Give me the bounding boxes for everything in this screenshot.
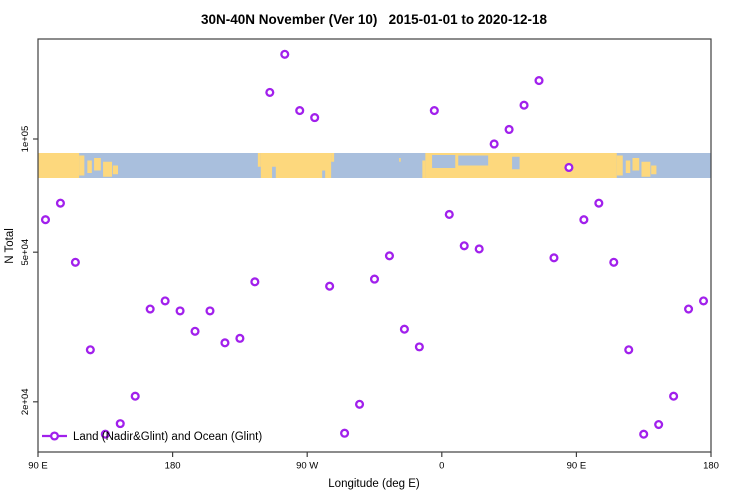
- data-point: [175, 306, 185, 316]
- data-point: [698, 296, 709, 306]
- data-point: [280, 49, 290, 59]
- x-tick-label: 90 E: [567, 460, 587, 471]
- sea-patch: [322, 170, 326, 178]
- x-axis-label: Longitude (deg E): [328, 478, 420, 490]
- data-point: [474, 244, 484, 254]
- land-patch: [103, 161, 113, 177]
- data-point: [55, 198, 65, 208]
- data-point: [100, 429, 110, 439]
- data-point: [684, 304, 694, 314]
- land-patch: [257, 153, 261, 167]
- sea-patch: [512, 156, 520, 170]
- data-point: [444, 209, 454, 219]
- data-point: [639, 429, 649, 439]
- x-tick-label: 180: [165, 460, 181, 471]
- data-point: [295, 106, 305, 116]
- data-point: [265, 87, 275, 97]
- y-tick-label: 2e+04: [20, 388, 31, 415]
- data-point: [549, 253, 559, 263]
- land-patch: [331, 153, 335, 162]
- y-tick-label: 5e+04: [20, 239, 31, 266]
- data-point: [669, 391, 679, 401]
- data-point: [190, 326, 200, 336]
- chart-title: 30N-40N November (Ver 10) 2015-01-01 to …: [201, 12, 547, 27]
- data-point: [205, 306, 215, 316]
- data-point: [145, 304, 155, 314]
- world-map-band: [38, 153, 711, 178]
- data-point: [354, 399, 365, 409]
- sea-patch: [272, 166, 276, 178]
- data-point: [429, 106, 439, 116]
- sea-patch: [458, 155, 489, 166]
- land-patch: [94, 158, 101, 171]
- data-point: [70, 257, 80, 267]
- sea-patch: [432, 155, 456, 168]
- y-tick-label: 1e+05: [20, 126, 31, 153]
- land-patch: [399, 158, 401, 162]
- y-axis-label: N Total: [4, 228, 16, 264]
- legend-marker-circle: [49, 431, 60, 441]
- legend-label: Land (Nadir&Glint) and Ocean (Glint): [73, 431, 262, 443]
- x-tick-label: 90 W: [296, 460, 318, 471]
- data-point: [220, 338, 230, 348]
- data-point: [325, 281, 335, 291]
- land-patch: [425, 153, 617, 178]
- data-point: [115, 419, 125, 429]
- data-point: [564, 162, 574, 173]
- land-patch: [38, 153, 80, 178]
- land-patch: [651, 165, 657, 175]
- data-point: [519, 100, 529, 110]
- legend: Land (Nadir&Glint) and Ocean (Glint): [42, 431, 262, 443]
- axes: 90 E 180 90 W 0 90 E 180 2e+04 5e+04 1e+05: [20, 38, 719, 471]
- data-point: [369, 274, 380, 284]
- x-tick-label: 0: [439, 460, 444, 471]
- data-point: [399, 324, 409, 334]
- data-point: [579, 215, 589, 225]
- land-patch: [641, 161, 651, 177]
- land-patch: [616, 155, 623, 176]
- data-point: [609, 257, 619, 267]
- land-patch: [112, 165, 119, 175]
- land-patch: [260, 153, 332, 178]
- land-patch: [625, 160, 631, 173]
- data-points: [40, 49, 709, 439]
- land-patch: [632, 158, 640, 171]
- data-point: [130, 391, 140, 401]
- land-patch: [79, 155, 85, 176]
- data-point: [459, 241, 469, 251]
- data-point: [384, 251, 395, 261]
- x-tick-label: 180: [703, 460, 719, 471]
- data-point: [310, 113, 320, 123]
- plot-border: [37, 38, 712, 453]
- data-point: [160, 296, 170, 306]
- land-patch: [422, 160, 426, 178]
- data-point: [250, 277, 260, 287]
- data-point: [654, 420, 664, 430]
- data-point: [534, 76, 544, 86]
- data-point: [85, 345, 95, 355]
- data-point: [414, 342, 424, 352]
- data-point: [489, 139, 499, 149]
- data-point: [624, 345, 634, 355]
- data-point: [504, 124, 514, 135]
- data-point: [594, 198, 604, 208]
- data-point: [235, 333, 245, 343]
- data-point: [340, 428, 350, 438]
- data-point: [40, 215, 51, 225]
- land-patch: [87, 160, 92, 173]
- x-tick-label: 90 E: [28, 460, 48, 471]
